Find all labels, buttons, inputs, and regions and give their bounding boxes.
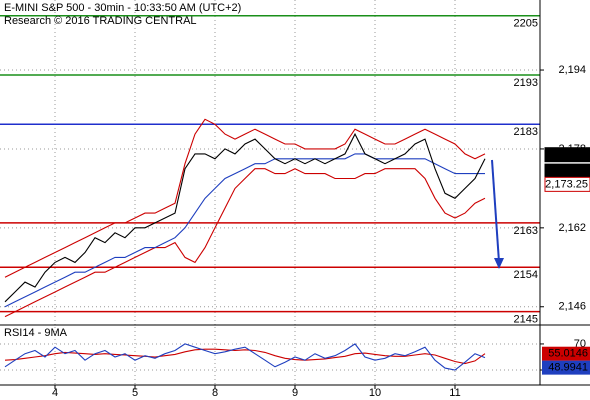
forecast-arrowhead	[494, 258, 504, 269]
level-label: 2154	[514, 269, 538, 281]
y-tick-label: 2,194	[558, 64, 586, 76]
y-tick-label: 2,162	[558, 222, 586, 234]
price-tag-box	[544, 147, 590, 163]
x-tick-label: 11	[449, 387, 460, 399]
value-tag: 48.9941	[548, 362, 588, 374]
level-label: 2163	[514, 225, 538, 237]
chart-subtitle: Research © 2016 TRADING CENTRAL	[4, 15, 197, 27]
series-line	[4, 168, 486, 318]
value-tag-box	[542, 360, 590, 375]
rsi-title: RSI14 - 9MA	[4, 327, 68, 339]
price-tag-box	[544, 176, 590, 192]
y-tick-label: 2,146	[558, 301, 586, 313]
level-label: 2183	[514, 126, 538, 138]
series-line	[4, 153, 485, 308]
x-tick-label: 10	[369, 387, 381, 399]
level-label: 2205	[514, 18, 538, 30]
series-line	[4, 132, 486, 303]
x-tick-label: 8	[212, 387, 218, 399]
x-tick-label: 5	[132, 387, 138, 399]
price-tag: 2,174.6	[551, 149, 588, 161]
series-line	[4, 348, 486, 365]
x-tick-label: 9	[292, 387, 298, 399]
price-tag: 2,173.25	[545, 178, 588, 190]
value-tag-box	[542, 346, 590, 361]
level-label: 2145	[514, 314, 538, 326]
level-label: 2193	[514, 77, 538, 89]
x-tick-label: 4	[52, 387, 58, 399]
plot-layer	[0, 0, 540, 385]
value-tag: 55.0146	[548, 348, 588, 360]
series-line	[4, 343, 486, 371]
forecast-arrow	[491, 159, 500, 263]
series-line	[4, 118, 486, 278]
price-tag: 2,173.5	[551, 165, 588, 177]
chart-title: E-MINI S&P 500 - 30min - 10:33:50 AM (UT…	[4, 2, 241, 14]
